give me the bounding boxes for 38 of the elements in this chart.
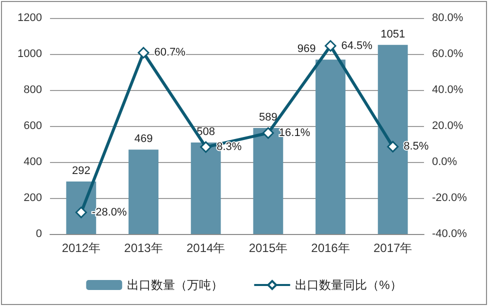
data-label: 292 <box>72 164 90 177</box>
y2-tick-label: 80.0% <box>432 12 464 24</box>
y2-tick-label: 60.0% <box>432 48 464 60</box>
y-tick-label: 800 <box>24 84 42 96</box>
x-tick-label: 2017年 <box>373 241 412 255</box>
x-tick-label: 2015年 <box>248 241 288 255</box>
y-tick-label: 1200 <box>18 12 42 24</box>
y2-tick-label: -20.0% <box>432 192 468 204</box>
y-tick-label: 200 <box>24 192 42 204</box>
x-tick-label: 2013年 <box>124 241 163 255</box>
data-label: 508 <box>196 126 216 138</box>
x-tick-label: 2012年 <box>62 241 101 255</box>
data-label: 469 <box>134 133 153 146</box>
y-tick-label: 1000 <box>18 48 42 60</box>
y2-tick-label: -40.0% <box>432 228 468 240</box>
y-tick-label: 600 <box>24 120 42 132</box>
data-label: 589 <box>258 111 278 124</box>
y-tick-label: 400 <box>24 156 42 168</box>
point <box>324 40 336 52</box>
y-tick-label: 0 <box>36 228 42 240</box>
x-tick-label: 2014年 <box>186 241 226 255</box>
x-tick-label: 2016年 <box>311 241 350 255</box>
y2-tick-label: 40.0% <box>432 84 464 96</box>
legend-label: 出口数量（万吨） <box>127 278 224 292</box>
y2-tick-label: 0.0% <box>432 156 458 168</box>
y2-tick-label: 20.0% <box>432 120 464 132</box>
point <box>387 140 399 152</box>
data-label: 60.7% <box>154 46 186 59</box>
data-label: 1051 <box>380 28 406 40</box>
bar <box>128 150 158 234</box>
point <box>138 46 150 58</box>
point <box>75 206 87 218</box>
data-label: 969 <box>297 43 316 56</box>
data-label: 64.5% <box>341 40 373 52</box>
point <box>200 141 212 153</box>
bar <box>316 60 346 234</box>
point <box>262 127 274 139</box>
legend-label: 出口数量同比（%） <box>295 278 402 292</box>
